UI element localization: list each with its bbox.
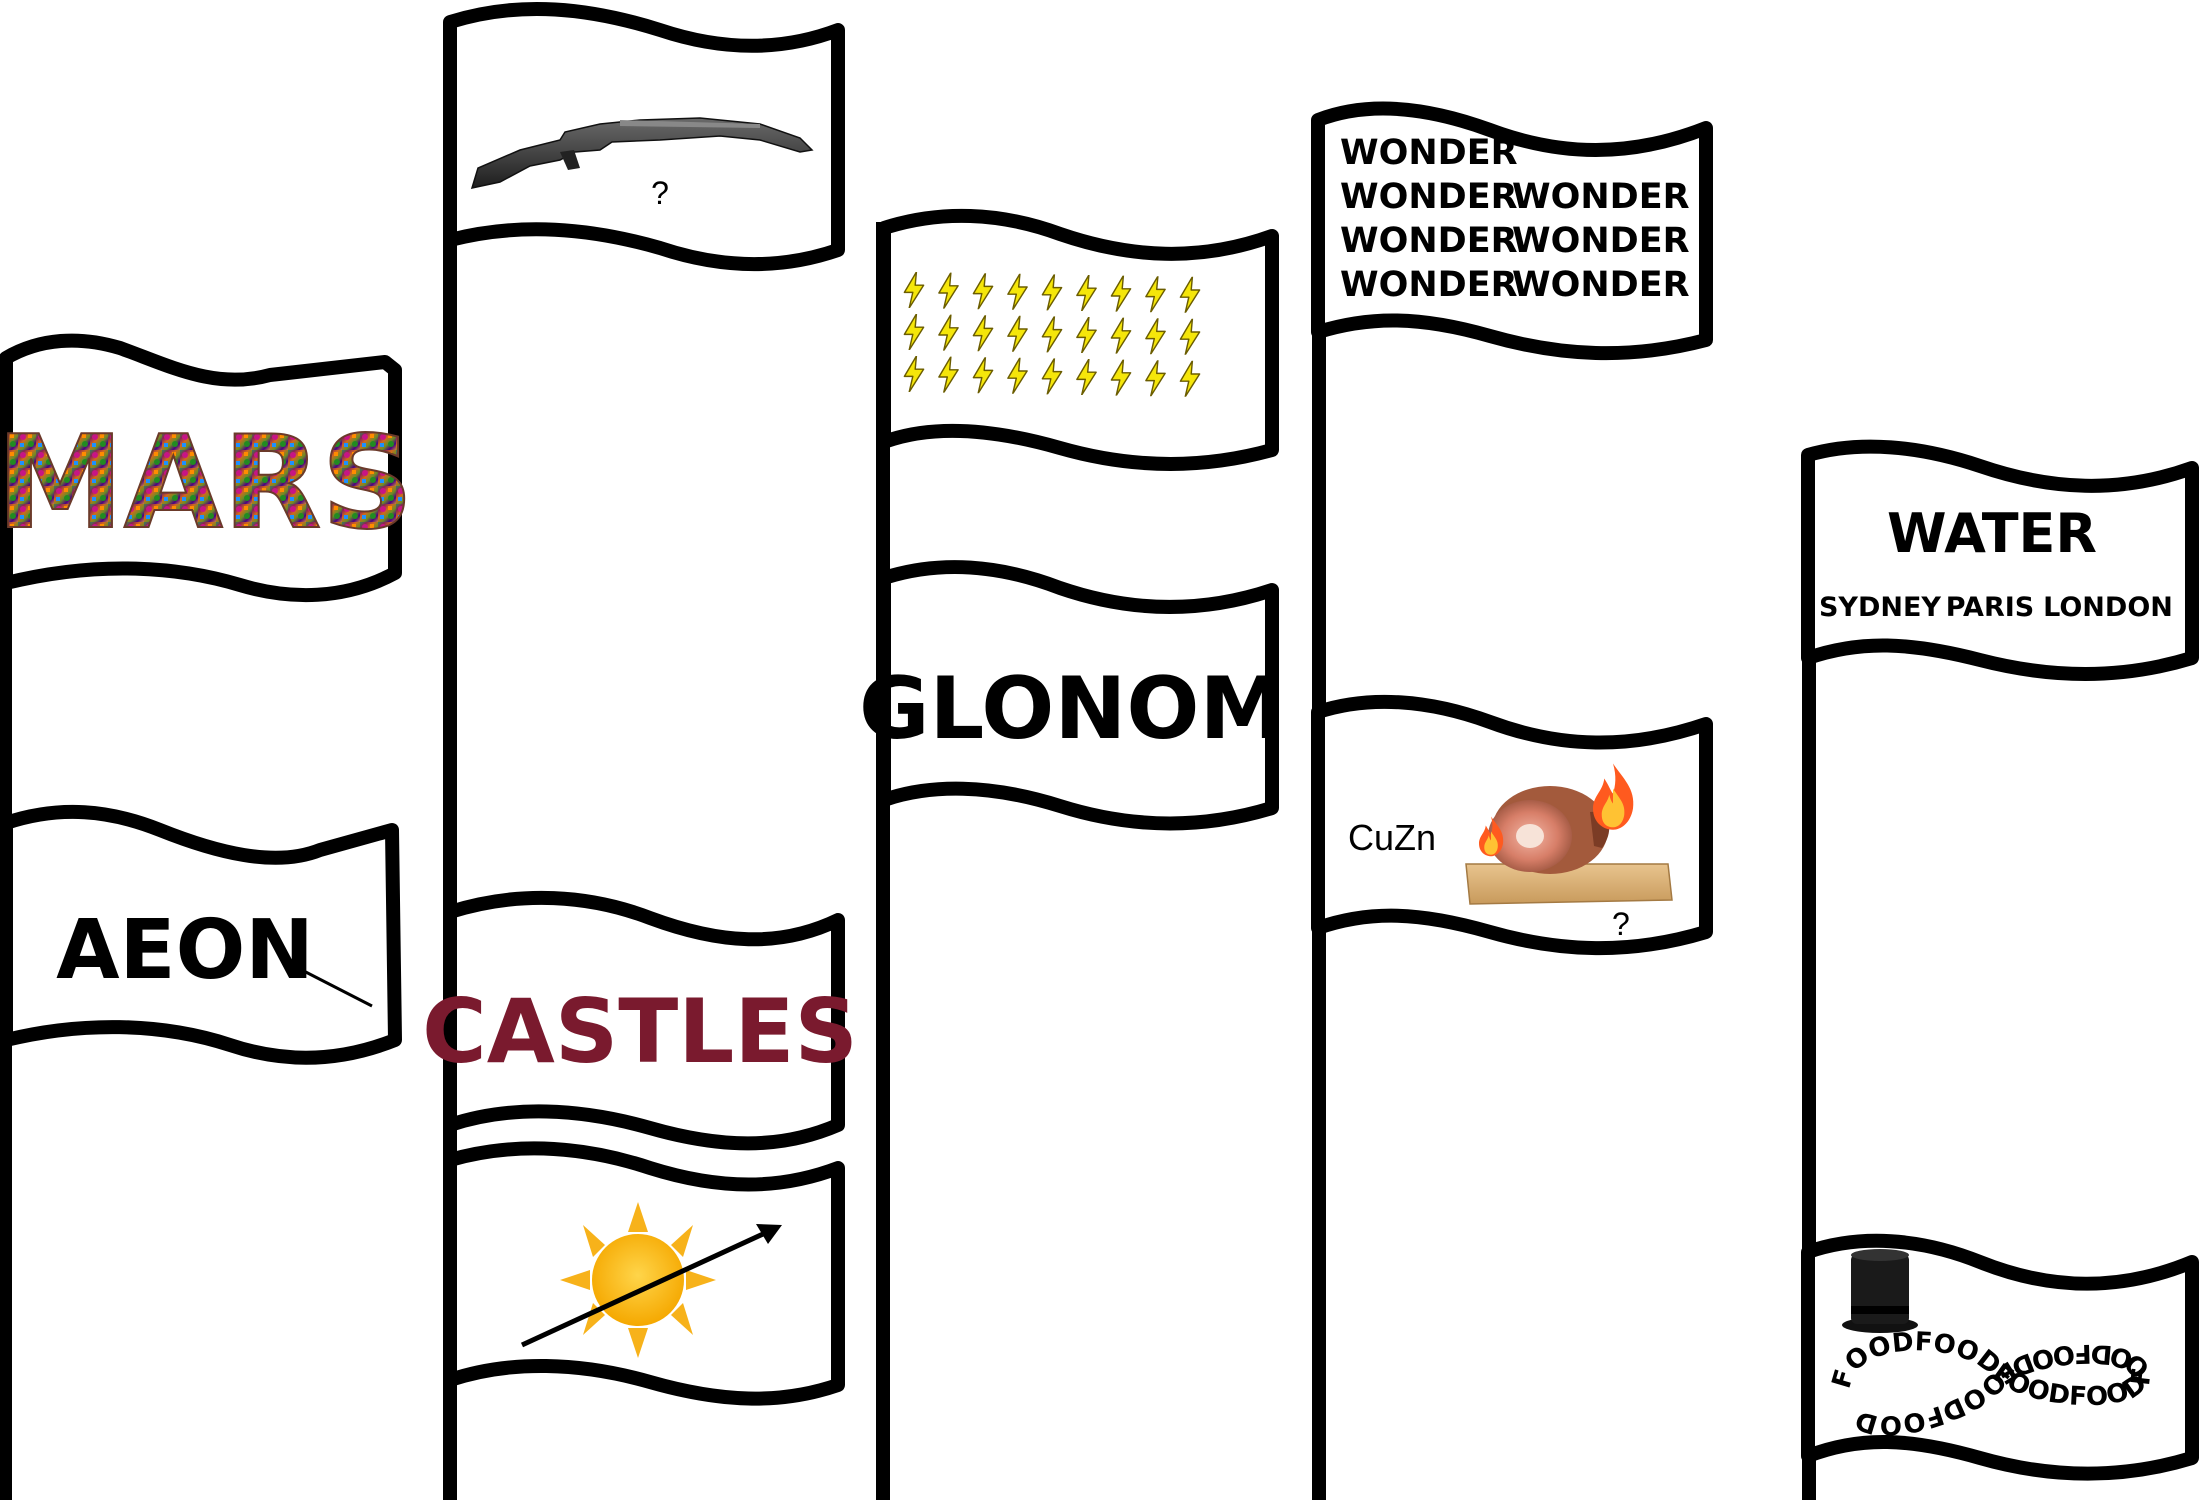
flag-wonder-cloth bbox=[1311, 101, 1713, 361]
wonder-word: WONDER bbox=[1512, 265, 1690, 305]
rifle-question: ? bbox=[651, 175, 669, 211]
water-city: PARIS bbox=[1946, 592, 2035, 623]
flag-glonom: GLONOM bbox=[859, 560, 1285, 831]
mars-word: MARS bbox=[0, 409, 414, 558]
flag-water-cloth bbox=[1801, 439, 2199, 681]
pole-3-shaft bbox=[876, 222, 890, 1500]
water-city: LONDON bbox=[2043, 592, 2173, 623]
arrow-head-icon bbox=[756, 1224, 782, 1244]
ham-formula: CuZn bbox=[1348, 817, 1436, 858]
flag-glonom-cloth bbox=[877, 560, 1279, 831]
water-city: SYDNEY bbox=[1819, 592, 1941, 623]
flag-wonder: WONDER WONDER WONDER WONDER WONDER WONDE… bbox=[1311, 101, 1713, 361]
arrow-icon bbox=[293, 964, 373, 1008]
flag-sun bbox=[443, 1141, 845, 1406]
top-hat-icon bbox=[1842, 1249, 1918, 1333]
pole-3: GLONOM bbox=[859, 208, 1285, 1500]
flag-castles-cloth bbox=[443, 890, 845, 1151]
flag-ham: CuZn ? bbox=[1311, 694, 1713, 956]
lightning-bolt-grid bbox=[903, 272, 1201, 397]
arrow-head-icon bbox=[290, 964, 306, 976]
wonder-word: WONDER bbox=[1340, 265, 1518, 305]
roast-ham-icon bbox=[1465, 786, 1673, 905]
flag-aeon-cloth bbox=[0, 804, 402, 1065]
wonder-word: WONDER bbox=[1512, 177, 1690, 217]
flag-lightning bbox=[877, 208, 1279, 472]
water-title: WATER bbox=[1887, 502, 2097, 565]
aeon-word: AEON bbox=[56, 903, 314, 998]
wonder-word: WONDER bbox=[1340, 177, 1518, 217]
pole-1: MARS AEON bbox=[0, 333, 415, 1500]
ham-question: ? bbox=[1612, 906, 1630, 942]
castles-word: CASTLES bbox=[422, 980, 858, 1083]
pole-5-shaft bbox=[1802, 455, 1816, 1500]
wonder-word: WONDER bbox=[1512, 221, 1690, 261]
flag-rifle: ? bbox=[443, 1, 845, 271]
flag-castles: CASTLES bbox=[422, 890, 858, 1151]
arrow-icon bbox=[520, 1225, 778, 1348]
flag-mars-cloth bbox=[0, 333, 402, 603]
flag-lightning-cloth bbox=[877, 208, 1279, 472]
glonom-word: GLONOM bbox=[859, 659, 1285, 759]
pole-4: WONDER WONDER WONDER WONDER WONDER WONDE… bbox=[1311, 101, 1713, 1500]
flag-water: WATER SYDNEY PARIS LONDON bbox=[1801, 439, 2199, 681]
flag-aeon: AEON bbox=[0, 804, 402, 1065]
pole-2: ? CASTLES bbox=[422, 1, 858, 1500]
shotgun-icon bbox=[470, 117, 814, 189]
flag-food: FOODFOODFOODFOODFOODFOODFOODFOOD bbox=[1801, 1233, 2199, 1481]
wonder-word: WONDER bbox=[1340, 221, 1518, 261]
wonder-word: WONDER bbox=[1340, 133, 1518, 173]
sun-icon bbox=[560, 1202, 716, 1358]
flag-mars: MARS bbox=[0, 333, 415, 603]
pole-5: WATER SYDNEY PARIS LONDON FOODFOODFOODFO… bbox=[1801, 439, 2199, 1500]
